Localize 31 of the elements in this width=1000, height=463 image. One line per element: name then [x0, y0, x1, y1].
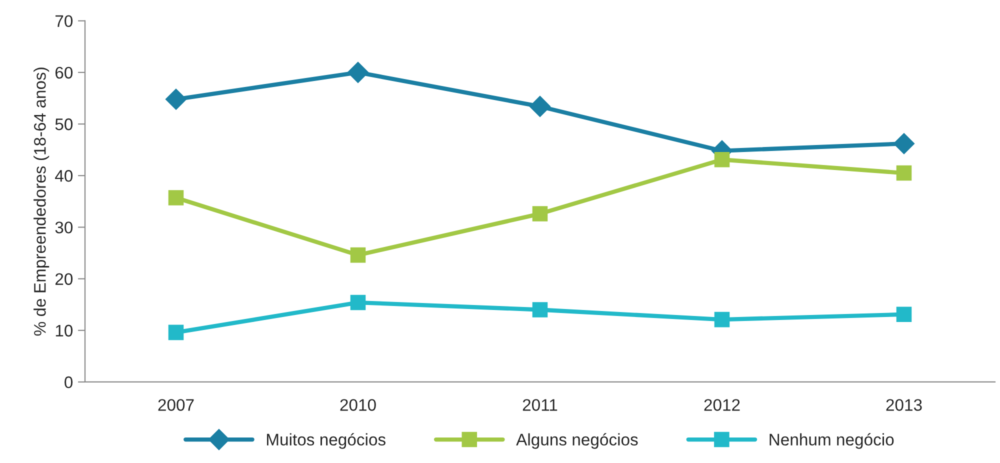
- point: [714, 312, 730, 328]
- point: [350, 294, 366, 310]
- point: [532, 302, 548, 318]
- y-tick-label: 60: [56, 66, 73, 79]
- y-tick-label: 70: [56, 15, 73, 28]
- point: [350, 247, 366, 263]
- point: [896, 306, 912, 322]
- legend-label: Muitos negócios: [267, 433, 386, 449]
- point: [529, 96, 551, 117]
- x-tick-label: 2011: [522, 399, 558, 411]
- y-tick-label: 0: [64, 376, 73, 388]
- x-tick-label: 2010: [340, 399, 376, 411]
- y-tick-label: 30: [55, 222, 73, 234]
- x-tick-label: 2012: [704, 399, 740, 411]
- point: [896, 165, 912, 181]
- point: [347, 62, 369, 83]
- point: [168, 190, 184, 206]
- x-tick-label: 2007: [158, 399, 194, 411]
- point: [893, 133, 915, 154]
- point: [714, 152, 730, 168]
- y-axis-title: % de Empreendedores (18-64 anos): [34, 68, 50, 336]
- legend-label: Alguns negócios: [516, 433, 638, 449]
- y-tick-label: 10: [56, 324, 73, 337]
- point: [168, 324, 184, 340]
- x-tick-label: 2013: [886, 399, 922, 411]
- y-tick-label: 50: [55, 118, 73, 130]
- point: [532, 206, 548, 222]
- y-tick-label: 40: [55, 170, 73, 182]
- legend-label: Nenhum negócio: [770, 433, 894, 449]
- point: [165, 88, 187, 110]
- y-tick-label: 20: [55, 273, 73, 285]
